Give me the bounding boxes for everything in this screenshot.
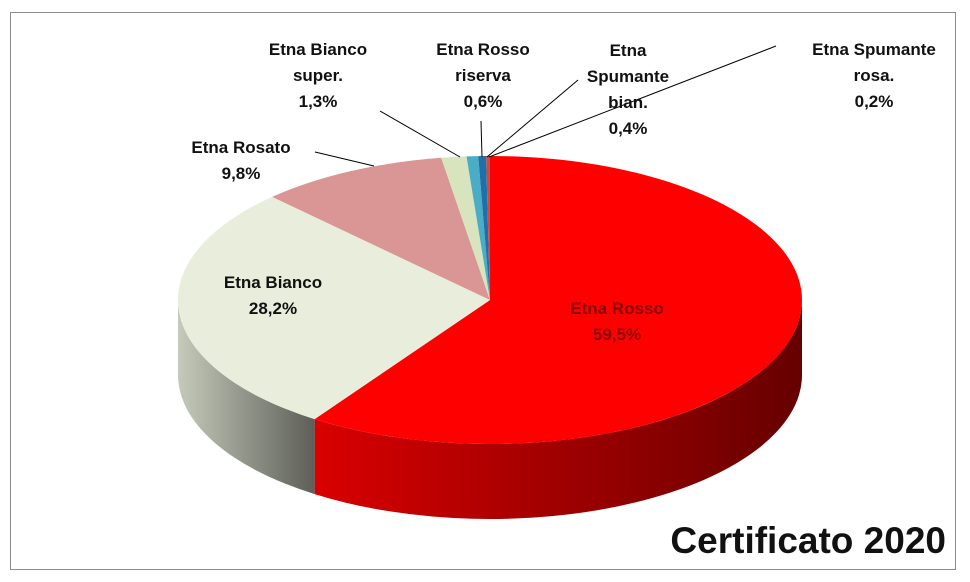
category-label: Etna Rosato	[191, 138, 291, 157]
slice-side	[178, 300, 315, 495]
data-label: Etna Rosato 9,8%	[171, 135, 311, 187]
chart-title: Certificato 2020	[670, 520, 946, 561]
slice	[441, 156, 490, 300]
slice	[466, 156, 490, 300]
slice-side	[314, 300, 802, 519]
category-label: Etna Rosso	[570, 299, 664, 318]
category-label: Etna Bianco super.	[268, 40, 368, 85]
category-label: Etna Spumante rosa.	[812, 40, 936, 85]
slice	[478, 156, 490, 300]
value-label: 1,3%	[298, 92, 338, 111]
leader-line	[314, 151, 375, 167]
value-label: 0,6%	[463, 92, 503, 111]
slice	[272, 157, 490, 300]
category-label: Etna Spumante bian.	[586, 41, 670, 112]
slice	[178, 196, 491, 420]
chart-frame	[10, 12, 956, 570]
data-label: Etna Bianco super. 1,3%	[256, 37, 381, 115]
data-label: Etna Spumante bian. 0,4%	[581, 38, 676, 142]
value-label: 0,2%	[854, 92, 894, 111]
slice	[314, 156, 802, 444]
category-label: Etna Rosso riserva	[436, 40, 530, 85]
leader-line	[486, 79, 579, 158]
leader-line	[488, 45, 777, 158]
category-label: Etna Bianco	[223, 273, 323, 292]
leader-line	[480, 120, 483, 158]
slice	[486, 156, 490, 300]
data-label: Etna Spumante rosa. 0,2%	[804, 37, 944, 115]
value-label: 9,8%	[221, 164, 261, 183]
value-label: 59,5%	[592, 325, 642, 344]
data-label: Etna Bianco 28,2%	[203, 270, 343, 322]
data-label: Etna Rosso riserva 0,6%	[423, 37, 543, 115]
leader-line	[379, 110, 461, 158]
value-label: 28,2%	[248, 299, 298, 318]
value-label: 0,4%	[608, 119, 648, 138]
data-label: Etna Rosso 59,5%	[547, 296, 687, 348]
